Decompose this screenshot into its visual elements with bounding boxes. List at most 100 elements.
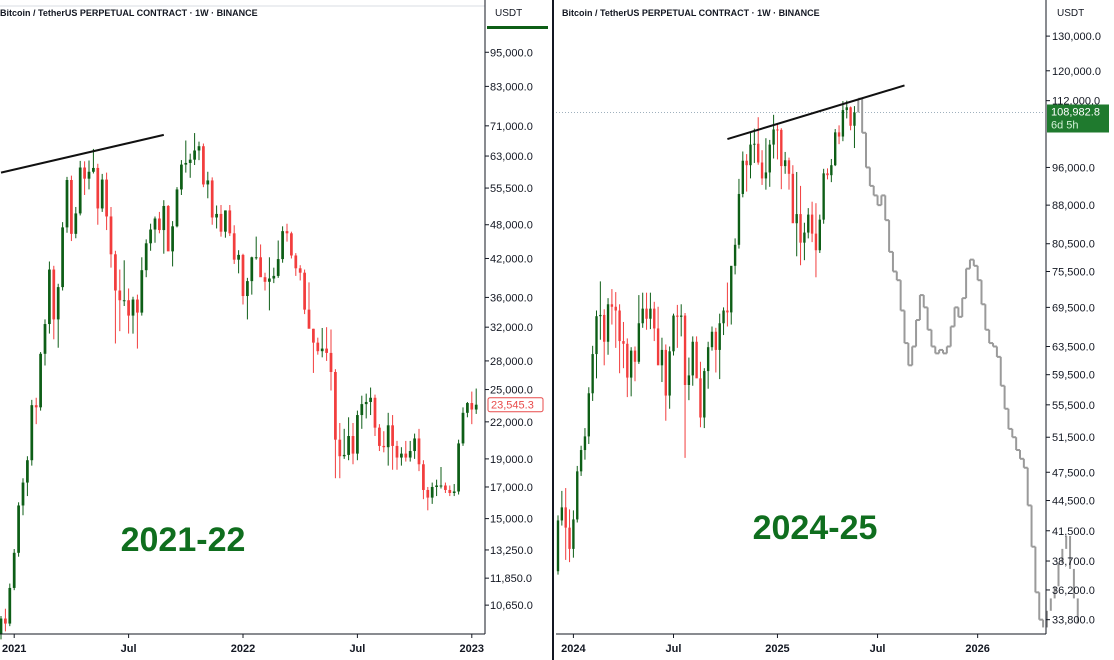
candle-body: [193, 150, 196, 160]
candle-body: [687, 375, 691, 385]
candle-body: [263, 277, 267, 282]
candle-body: [61, 227, 64, 288]
candle-body: [404, 453, 408, 458]
candle-body: [664, 349, 667, 396]
y-tick-label: 63,500.0: [1052, 341, 1095, 353]
candle-body: [391, 425, 394, 446]
candle-body: [56, 287, 60, 320]
y-tick-label: 55,500.0: [1052, 400, 1095, 412]
candle-body: [587, 393, 590, 437]
candle-body: [136, 299, 139, 313]
candle-body: [733, 244, 737, 266]
y-tick-label: 10,650.0: [490, 600, 533, 612]
right-chart-title: Bitcoin / TetherUS PERPETUAL CONTRACT · …: [562, 8, 820, 18]
x-tick-label: 2023: [460, 643, 484, 655]
x-tick-label: 2024: [561, 643, 586, 655]
right-last-price-value: 108,982.8: [1051, 106, 1100, 118]
candle-body: [12, 552, 16, 588]
candle-body: [783, 160, 787, 167]
candle-body: [614, 306, 617, 311]
candle-body: [237, 254, 240, 260]
left-unit-underline: [487, 26, 548, 29]
candle-body: [26, 460, 29, 483]
y-tick-label: 41,500.0: [1052, 526, 1095, 538]
candle-body: [853, 112, 856, 126]
candle-body: [649, 308, 652, 319]
y-tick-label: 71,000.0: [490, 121, 533, 133]
y-tick-label: 36,200.0: [1052, 585, 1095, 597]
candle-body: [202, 146, 205, 185]
y-tick-label: 88,000.0: [1052, 200, 1095, 212]
candle-body: [122, 300, 126, 302]
candle-body: [281, 231, 284, 260]
x-tick-label: Jul: [121, 643, 137, 655]
candle-body: [316, 342, 320, 352]
y-tick-label: 42,000.0: [490, 253, 533, 265]
candle-body: [158, 218, 161, 231]
candle-body: [276, 259, 280, 276]
y-tick-label: 75,500.0: [1052, 267, 1095, 279]
candle-body: [760, 162, 764, 179]
candle-body: [171, 226, 174, 252]
y-tick-label: 13,250.0: [490, 545, 533, 557]
candle-body: [680, 315, 683, 317]
candle-body: [749, 144, 752, 166]
candle-body: [849, 107, 852, 126]
right-trendline: [727, 84, 905, 141]
candle-body: [703, 371, 706, 418]
candle-body: [386, 425, 390, 448]
candle-body: [695, 341, 698, 379]
candle-body: [603, 314, 606, 342]
left-unit-label: USDT: [495, 8, 522, 19]
candle-body: [210, 180, 214, 218]
candle-body: [48, 269, 51, 325]
candle-body: [830, 165, 833, 176]
candle-body: [184, 162, 188, 165]
candle-body: [378, 427, 381, 446]
candle-body: [787, 160, 791, 174]
candle-body: [656, 328, 660, 366]
candle-body: [400, 453, 403, 458]
candle-body: [175, 189, 179, 227]
candle-body: [768, 144, 771, 173]
left-era-label: 2021-22: [121, 521, 246, 559]
candle-body: [439, 485, 443, 487]
candle-body: [474, 404, 478, 410]
y-tick-label: 28,000.0: [490, 356, 533, 368]
candle-body: [334, 371, 337, 440]
candle-body: [78, 167, 82, 214]
candle-body: [645, 308, 648, 319]
candle-body: [452, 491, 456, 493]
candle-body: [564, 507, 567, 528]
candle-body: [834, 132, 837, 166]
candle-body: [683, 315, 687, 385]
candle-body: [65, 179, 69, 228]
candle-body: [595, 316, 598, 355]
candle-body: [96, 167, 100, 209]
x-tick-label: Jul: [870, 643, 886, 655]
candle-body: [633, 350, 637, 362]
candle-body: [637, 323, 641, 362]
right-price-axis: 130,000.0120,000.0112,000.096,000.088,00…: [1046, 31, 1101, 627]
y-tick-label: 33,800.0: [1052, 615, 1095, 627]
candle-body: [149, 229, 152, 244]
y-tick-label: 47,500.0: [1052, 467, 1095, 479]
candle-body: [338, 439, 342, 457]
candle-body: [307, 309, 311, 329]
candle-body: [803, 232, 806, 243]
candle-body: [706, 347, 710, 372]
candle-body: [382, 445, 386, 448]
y-tick-label: 55,500.0: [490, 183, 533, 195]
candle-body: [810, 214, 814, 234]
candle-body: [100, 179, 104, 209]
candle-body: [166, 205, 170, 252]
candle-body: [70, 179, 73, 234]
candle-body: [676, 315, 679, 317]
candle-body: [822, 173, 825, 220]
candle-body: [21, 482, 25, 506]
candle-body: [444, 485, 447, 490]
candle-body: [826, 173, 829, 176]
x-tick-label: 2021: [2, 643, 26, 655]
candle-body: [572, 519, 575, 549]
candle-body: [466, 403, 469, 413]
